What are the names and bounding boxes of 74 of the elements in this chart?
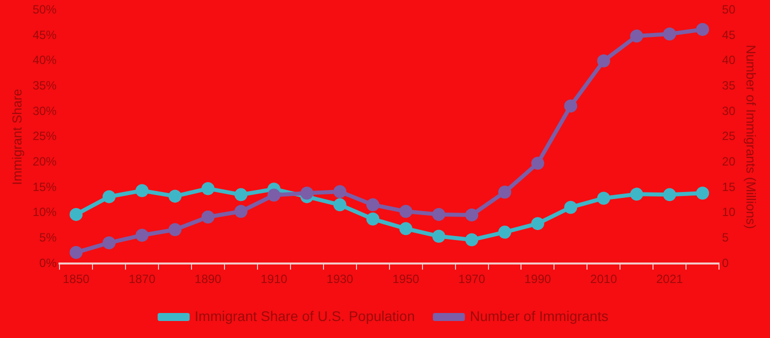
y-tick-label: 20%: [32, 154, 57, 169]
y2-tick-label: 15: [722, 180, 736, 194]
y2-axis-title: Number of Immigrants (Millions): [744, 44, 759, 229]
y-tick-label: 15%: [32, 180, 57, 194]
point: [201, 210, 214, 224]
point: [102, 236, 116, 250]
point: [136, 184, 149, 198]
point: [531, 217, 544, 230]
point: [366, 198, 380, 212]
point: [663, 188, 676, 202]
y2-tick-label: 10: [722, 205, 736, 220]
y2-tick-label: 50: [722, 2, 736, 17]
point: [465, 208, 478, 222]
point: [432, 208, 446, 221]
y-tick-label: 25%: [32, 129, 57, 144]
y-tick-label: 5%: [39, 230, 57, 245]
legend-label: Immigrant Share of U.S. Population: [194, 308, 415, 324]
y2-tick-label: 5: [722, 230, 730, 245]
y-axis-title: Immigrant Share: [9, 88, 24, 185]
point: [465, 233, 478, 246]
point: [498, 226, 512, 239]
point: [432, 230, 446, 243]
point: [696, 22, 710, 36]
y-tick-label: 40%: [32, 53, 57, 68]
x-tick-label: 2021: [656, 272, 684, 286]
x-tick-label: 2010: [590, 272, 618, 286]
point: [267, 188, 280, 202]
x-tick-label: 1930: [326, 272, 354, 286]
x-tick-label: 1850: [62, 272, 90, 286]
point: [168, 190, 182, 203]
y-tick-label: 45%: [32, 28, 57, 42]
y2-tick-label: 40: [722, 53, 736, 68]
point: [597, 192, 610, 205]
point: [564, 99, 578, 112]
point: [531, 156, 544, 170]
y2-tick-label: 35: [722, 78, 736, 93]
x-tick-label: 1990: [524, 272, 552, 286]
point: [136, 228, 149, 242]
point: [234, 188, 248, 202]
point: [333, 198, 346, 212]
point: [102, 190, 116, 204]
point: [366, 212, 380, 226]
legend-label: Number of Immigrants: [470, 308, 608, 324]
point: [70, 208, 83, 221]
x-tick-label: 1870: [128, 272, 156, 286]
y-tick-label: 10%: [32, 205, 57, 220]
x-tick-label: 1890: [194, 272, 222, 286]
y-tick-label: 0%: [39, 256, 57, 270]
point: [630, 30, 644, 43]
point: [696, 186, 710, 200]
point: [201, 182, 214, 196]
y2-tick-label: 20: [722, 154, 736, 169]
point: [597, 54, 610, 68]
x-tick-label: 1950: [392, 272, 420, 286]
point: [399, 204, 412, 218]
point: [399, 222, 412, 236]
y2-tick-label: 25: [722, 129, 736, 144]
y2-tick-label: 45: [722, 28, 736, 42]
x-tick-label: 1970: [458, 272, 486, 286]
y2-tick-label: 30: [722, 104, 736, 118]
point: [663, 28, 676, 41]
point: [498, 186, 512, 199]
point: [333, 185, 346, 198]
point: [564, 200, 578, 214]
point: [234, 204, 248, 218]
x-tick-label: 1910: [260, 272, 288, 286]
y2-tick-label: 0: [722, 256, 730, 270]
point: [168, 223, 182, 236]
y-tick-label: 50%: [32, 2, 57, 17]
y-tick-label: 30%: [32, 104, 57, 118]
y-tick-label: 35%: [32, 78, 57, 93]
point: [630, 188, 644, 201]
point: [300, 186, 314, 200]
point: [70, 246, 83, 259]
